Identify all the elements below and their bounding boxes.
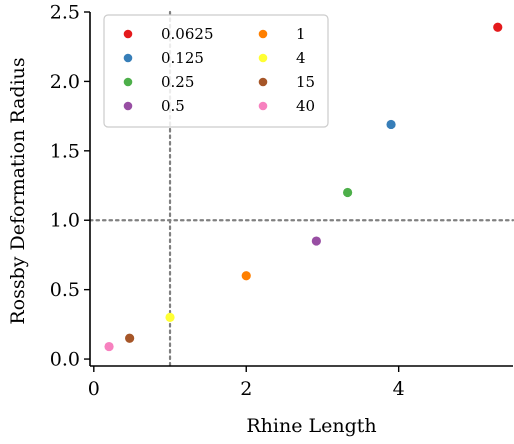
legend-label: 0.0625 — [161, 25, 214, 43]
legend-marker — [123, 101, 133, 111]
y-tick-label: 1.0 — [50, 210, 80, 232]
data-points — [104, 22, 503, 352]
x-tick-label: 4 — [393, 378, 405, 400]
data-point-0_125 — [386, 119, 396, 130]
y-tick-label: 2.5 — [50, 2, 80, 24]
legend-marker — [258, 101, 268, 111]
legend-label: 0.125 — [161, 49, 204, 67]
data-point-4 — [165, 312, 175, 323]
legend-label: 15 — [296, 73, 315, 91]
data-point-15 — [125, 333, 135, 343]
data-point-0_25 — [343, 187, 353, 198]
x-tick-label: 0 — [88, 378, 100, 400]
legend-label: 0.25 — [161, 73, 194, 91]
legend-marker — [258, 77, 268, 87]
legend-box — [103, 14, 329, 128]
legend-marker — [258, 29, 268, 39]
x-tick-label: 2 — [240, 378, 252, 400]
y-axis-label: Rossby Deformation Radius — [7, 57, 29, 324]
data-point-0_0625 — [493, 22, 503, 32]
y-tick-label: 2.0 — [50, 71, 80, 93]
legend-marker — [258, 53, 268, 63]
axes: 0 2 4 0.0 0.5 1.0 1.5 2.0 2.5 — [50, 2, 513, 400]
data-point-1 — [241, 271, 251, 281]
legend-marker — [123, 29, 133, 39]
legend-label: 1 — [296, 25, 306, 43]
y-tick-label: 1.5 — [50, 140, 80, 162]
data-point-0_5 — [311, 236, 321, 246]
legend-marker — [123, 53, 133, 63]
data-point-40 — [104, 341, 114, 352]
legend-marker — [123, 77, 133, 87]
legend-label: 4 — [296, 49, 306, 67]
legend-label: 40 — [296, 97, 315, 115]
legend: 0.0625 0.125 0.25 0.5 1 4 15 40 — [103, 14, 329, 128]
y-tick-label: 0.0 — [50, 349, 80, 371]
x-axis-label: Rhine Length — [246, 415, 376, 437]
y-tick-label: 0.5 — [50, 279, 80, 301]
legend-label: 0.5 — [161, 97, 185, 115]
